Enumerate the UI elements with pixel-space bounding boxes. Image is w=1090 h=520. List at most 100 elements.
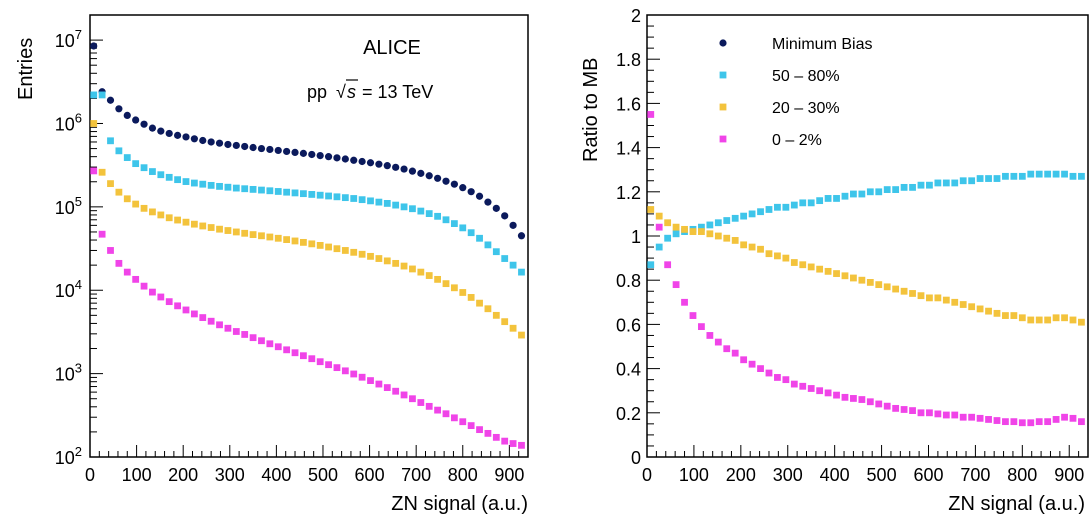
right-point-0-2 [900, 406, 908, 413]
left-point-50-80 [425, 210, 433, 218]
left-point-0-2 [107, 247, 114, 254]
right-point-20-30 [900, 287, 908, 295]
left-point-minimum-bias [266, 145, 274, 154]
right-point-20-30 [1035, 316, 1043, 324]
left-y-tick-labels: 102 103 104 105 106 107 [55, 27, 82, 468]
left-point-minimum-bias [341, 155, 349, 163]
left-point-minimum-bias [400, 165, 408, 173]
right-y-tick-labels: 0 0.2 0.4 0.6 0.8 1 1.2 1.4 1.6 1.8 2 [616, 6, 641, 468]
right-point-0-2 [782, 376, 790, 384]
right-point-0-2 [731, 349, 739, 357]
left-point-20-30 [476, 299, 483, 307]
left-point-0-2 [509, 440, 517, 447]
left-point-50-80 [266, 187, 274, 195]
right-point-50-80 [824, 195, 832, 202]
right-point-0-2 [774, 374, 781, 381]
right-point-0-2 [799, 382, 807, 390]
right-point-20-30 [799, 261, 807, 269]
right-point-0-2 [976, 414, 984, 422]
right-point-0-2 [647, 111, 655, 118]
right-point-0-2 [714, 338, 722, 346]
left-point-50-80 [509, 261, 517, 269]
left-point-minimum-bias [291, 148, 299, 156]
left-point-20-30 [417, 268, 425, 276]
left-point-50-80 [459, 224, 467, 232]
left-point-minimum-bias [232, 141, 240, 150]
right-point-20-30 [1069, 316, 1077, 324]
right-y-tick-label: 1.4 [616, 139, 641, 159]
left-point-50-80 [442, 216, 450, 224]
left-point-50-80 [300, 190, 307, 198]
right-point-0-2 [1044, 418, 1052, 426]
left-point-50-80 [140, 164, 148, 172]
left-x-tick-label: 500 [308, 465, 338, 485]
left-point-0-2 [450, 414, 458, 422]
sqrt-symbol: √ [336, 82, 346, 102]
right-point-50-80 [807, 199, 815, 207]
right-point-20-30 [1061, 314, 1068, 322]
left-x-tick-label: 200 [168, 465, 198, 485]
left-point-20-30 [492, 311, 500, 319]
right-point-0-2 [1078, 418, 1085, 426]
left-point-minimum-bias [190, 135, 198, 143]
right-point-20-30 [976, 305, 984, 313]
left-point-50-80 [434, 212, 442, 220]
right-point-0-2 [993, 417, 1001, 424]
left-point-minimum-bias [467, 188, 475, 196]
left-x-tick-label: 300 [215, 465, 245, 485]
left-point-0-2 [341, 367, 349, 375]
left-point-20-30 [232, 228, 240, 236]
left-data-points [90, 42, 526, 449]
left-point-50-80 [476, 234, 483, 242]
energy-label: = 13 TeV [362, 82, 433, 102]
left-point-0-2 [274, 343, 282, 351]
left-point-minimum-bias [148, 124, 157, 132]
right-point-20-30 [714, 232, 722, 240]
left-point-20-30 [459, 289, 467, 296]
left-point-minimum-bias [241, 142, 249, 151]
right-point-50-80 [655, 243, 663, 251]
left-point-0-2 [442, 410, 450, 418]
right-point-0-2 [1018, 419, 1026, 427]
right-point-0-2 [706, 332, 714, 339]
left-point-minimum-bias [517, 232, 526, 240]
left-point-0-2 [174, 302, 181, 310]
right-point-0-2 [1027, 419, 1035, 427]
left-point-minimum-bias [358, 157, 366, 166]
right-point-20-30 [782, 254, 790, 262]
right-point-20-30 [698, 228, 705, 235]
left-point-50-80 [308, 191, 316, 198]
right-point-0-2 [909, 407, 916, 414]
right-point-20-30 [883, 283, 891, 291]
left-point-0-2 [165, 298, 173, 306]
left-point-0-2 [409, 395, 416, 403]
left-x-tick-label: 900 [494, 465, 524, 485]
left-point-20-30 [467, 294, 475, 301]
left-point-20-30 [98, 168, 106, 176]
right-point-0-2 [968, 413, 976, 421]
left-point-20-30 [333, 245, 341, 253]
left-point-0-2 [149, 288, 156, 296]
experiment-label: ALICE [363, 37, 421, 59]
right-point-50-80 [1010, 172, 1018, 180]
left-point-50-80 [165, 173, 173, 181]
right-point-0-2 [816, 387, 824, 395]
left-point-50-80 [383, 200, 391, 207]
right-point-50-80 [942, 179, 950, 187]
left-point-0-2 [434, 406, 442, 414]
right-x-tick-label: 400 [820, 465, 850, 485]
right-point-0-2 [951, 411, 959, 419]
right-point-20-30 [942, 296, 950, 304]
right-point-50-80 [782, 203, 790, 211]
left-point-20-30 [308, 240, 316, 248]
left-point-minimum-bias [324, 153, 333, 161]
left-point-0-2 [484, 429, 492, 437]
left-point-minimum-bias [492, 204, 500, 212]
left-y-axis-label: Entries [15, 38, 37, 100]
left-point-50-80 [325, 192, 332, 200]
right-point-20-30 [1078, 318, 1085, 326]
left-point-20-30 [140, 204, 148, 212]
left-point-50-80 [341, 194, 349, 202]
right-point-50-80 [664, 234, 672, 242]
right-point-0-2 [959, 413, 967, 421]
